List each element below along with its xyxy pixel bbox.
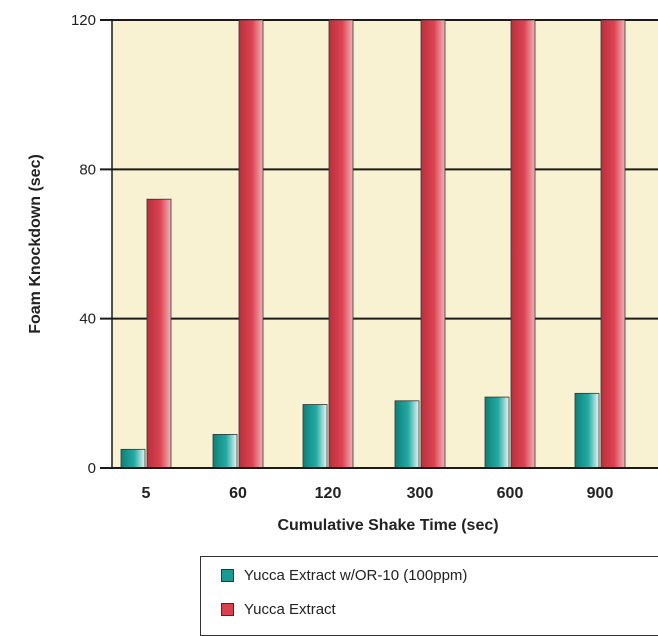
x-tick-900: 900	[587, 485, 614, 502]
x-tick-labels: 5 60 120 300 600 900	[142, 485, 614, 502]
x-tick-5: 5	[142, 485, 151, 502]
bar-or10-120	[302, 404, 328, 469]
x-tick-300: 300	[407, 485, 434, 502]
legend-label-yucca: Yucca Extract	[244, 601, 336, 618]
legend-label-or10: Yucca Extract w/OR-10 (100ppm)	[244, 567, 468, 584]
bar-yucca-5	[146, 198, 172, 469]
y-tick-labels: 0 40 80 120	[71, 12, 96, 477]
x-tick-600: 600	[497, 485, 524, 502]
bar-yucca-60	[238, 19, 264, 469]
legend-item-yucca: Yucca Extract	[221, 601, 336, 618]
x-axis-label: Cumulative Shake Time (sec)	[277, 517, 498, 534]
y-tick-80: 80	[79, 161, 96, 178]
bars	[120, 19, 626, 469]
legend: Yucca Extract w/OR-10 (100ppm) Yucca Ext…	[200, 556, 658, 636]
bar-yucca-120	[328, 19, 354, 469]
y-tick-120: 120	[71, 12, 96, 29]
bar-yucca-300	[420, 19, 446, 469]
plot-background	[112, 20, 658, 468]
y-tick-0: 0	[88, 460, 96, 477]
bar-or10-300	[394, 400, 420, 469]
gridlines	[100, 19, 658, 468]
x-tick-120: 120	[315, 485, 342, 502]
legend-item-or10: Yucca Extract w/OR-10 (100ppm)	[221, 567, 467, 584]
bar-or10-60	[212, 433, 238, 469]
bar-yucca-600	[510, 19, 536, 469]
bar-or10-600	[484, 396, 510, 469]
bar-or10-900	[574, 392, 600, 469]
x-tick-60: 60	[229, 485, 247, 502]
bar-yucca-900	[600, 19, 626, 469]
legend-swatch-red	[221, 603, 234, 616]
y-tick-40: 40	[79, 311, 96, 328]
legend-swatch-teal	[221, 569, 234, 582]
bar-or10-5	[120, 448, 146, 469]
y-axis-label: Foam Knockdown (sec)	[27, 154, 44, 334]
